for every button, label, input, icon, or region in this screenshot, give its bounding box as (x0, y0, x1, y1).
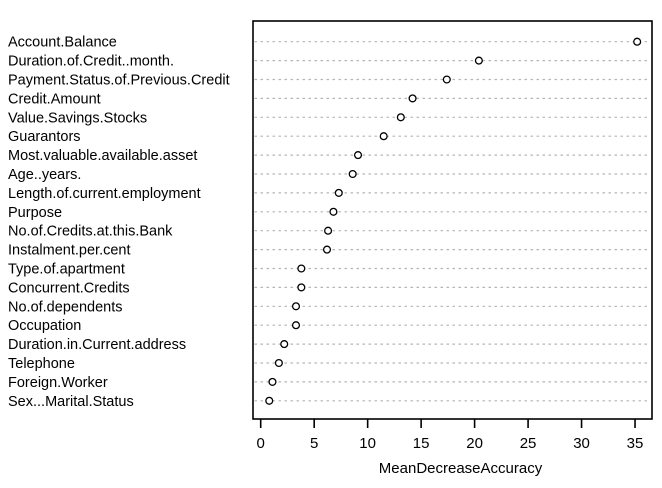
x-axis-title: MeanDecreaseAccuracy (379, 460, 543, 477)
data-point (297, 264, 306, 273)
category-label: Foreign.Worker (8, 375, 108, 391)
data-point (353, 151, 363, 160)
data-point (274, 358, 283, 368)
category-label: Duration.in.Current.address (8, 337, 186, 353)
data-point (329, 207, 338, 216)
x-tick-label: 0 (257, 435, 265, 452)
category-label: Telephone (8, 356, 75, 372)
category-label: No.of.Credits.at.this.Bank (8, 224, 173, 240)
x-tick-label: 25 (520, 435, 537, 452)
category-label: Purpose (8, 205, 62, 221)
data-point (291, 321, 301, 330)
category-label: Duration.of.Credit..month. (8, 54, 174, 70)
data-point (396, 113, 405, 122)
data-point (291, 302, 301, 311)
data-point (633, 37, 642, 46)
data-point (297, 283, 306, 292)
data-point (322, 245, 332, 254)
data-point (268, 377, 277, 386)
data-point (334, 188, 343, 197)
x-tick-label: 5 (310, 435, 318, 452)
category-label: Guarantors (8, 129, 81, 145)
category-label: Account.Balance (8, 35, 117, 51)
data-point (474, 56, 483, 65)
data-point (324, 226, 333, 235)
x-tick-label: 15 (413, 435, 430, 452)
x-tick-label: 10 (359, 435, 376, 452)
category-label: Age..years. (8, 167, 81, 183)
category-label: Concurrent.Credits (8, 280, 130, 296)
data-point (280, 340, 289, 349)
category-label: Type.of.apartment (8, 262, 125, 278)
data-point (348, 169, 357, 179)
plot-box (252, 20, 653, 420)
category-label: Payment.Status.of.Previous.Credit (8, 73, 230, 89)
x-tick-label: 35 (627, 435, 644, 452)
category-label: Credit.Amount (8, 91, 101, 107)
category-label: Length.of.current.employment (8, 186, 201, 202)
category-label: Instalment.per.cent (8, 243, 131, 259)
data-point (442, 75, 451, 84)
data-point (379, 132, 388, 141)
x-tick-label: 20 (466, 435, 483, 452)
data-point (265, 396, 274, 405)
x-tick-label: 30 (573, 435, 590, 452)
category-label: No.of.dependents (8, 299, 122, 315)
category-label: Occupation (8, 318, 81, 334)
category-label: Most.valuable.available.asset (8, 148, 197, 164)
data-point (408, 94, 417, 103)
category-label: Sex...Marital.Status (8, 394, 134, 410)
category-label: Value.Savings.Stocks (8, 110, 147, 126)
